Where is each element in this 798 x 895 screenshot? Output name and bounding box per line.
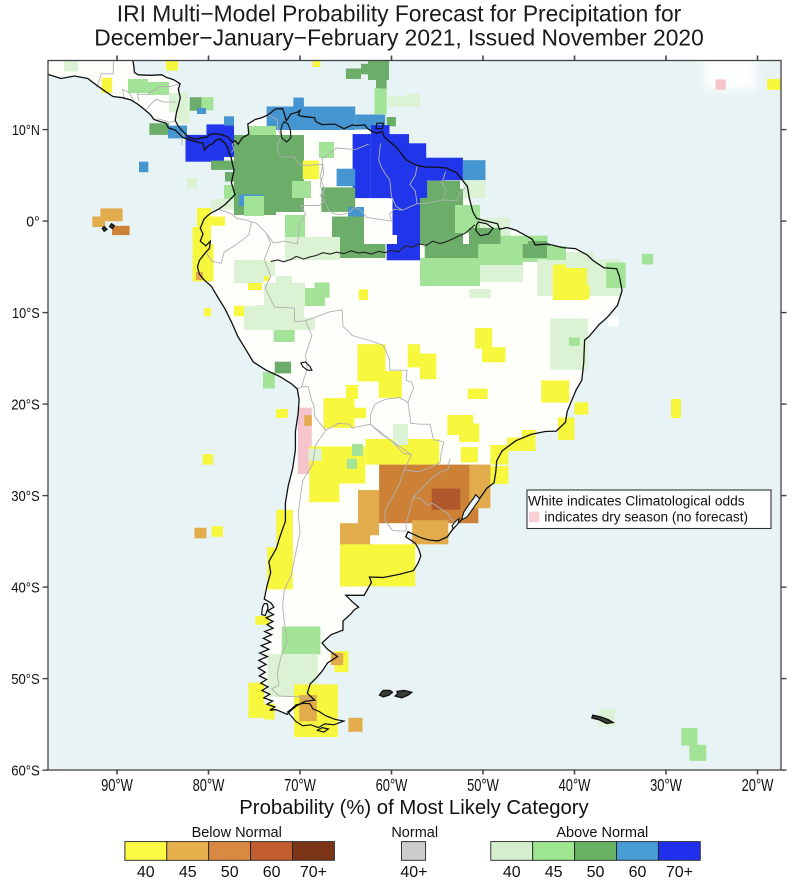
svg-text:60°W: 60°W [376, 775, 408, 795]
svg-text:40: 40 [503, 864, 521, 881]
svg-text:60: 60 [263, 864, 281, 881]
svg-text:10°N: 10°N [12, 122, 40, 139]
svg-text:40+: 40+ [400, 864, 427, 881]
svg-text:December−January−February 2021: December−January−February 2021, Issued N… [94, 25, 704, 51]
svg-text:45: 45 [179, 864, 197, 881]
svg-text:10°S: 10°S [12, 305, 40, 322]
svg-text:60°S: 60°S [11, 763, 40, 780]
svg-text:50°W: 50°W [467, 775, 499, 795]
svg-text:20°W: 20°W [742, 775, 774, 795]
svg-text:0°: 0° [26, 214, 40, 231]
svg-text:50: 50 [221, 864, 239, 881]
svg-text:45: 45 [545, 864, 563, 881]
svg-text:30°S: 30°S [11, 488, 40, 505]
svg-text:Above Normal: Above Normal [556, 825, 648, 841]
svg-text:Normal: Normal [391, 825, 438, 841]
svg-text:70°W: 70°W [284, 775, 316, 795]
svg-text:20°S: 20°S [11, 397, 40, 414]
svg-text:40: 40 [137, 864, 155, 881]
svg-text:40°W: 40°W [559, 775, 591, 795]
svg-text:50: 50 [587, 864, 605, 881]
svg-text:40°S: 40°S [11, 580, 40, 597]
svg-text:80°W: 80°W [193, 775, 225, 795]
svg-text:50°S: 50°S [11, 671, 40, 688]
svg-text:70+: 70+ [300, 864, 327, 881]
svg-text:White indicates Climatological: White indicates Climatological odds [528, 493, 745, 509]
svg-text:90°W: 90°W [101, 775, 133, 795]
svg-text:30°W: 30°W [650, 775, 682, 795]
svg-text:70+: 70+ [666, 864, 693, 881]
svg-text:Probability (%) of Most Likely: Probability (%) of Most Likely Category [239, 797, 589, 819]
svg-text:Below Normal: Below Normal [192, 825, 282, 841]
svg-text:60: 60 [629, 864, 647, 881]
svg-text:IRI Multi−Model Probability Fo: IRI Multi−Model Probability Forecast for… [117, 1, 682, 27]
svg-text:indicates dry season (no forec: indicates dry season (no forecast) [544, 508, 748, 524]
